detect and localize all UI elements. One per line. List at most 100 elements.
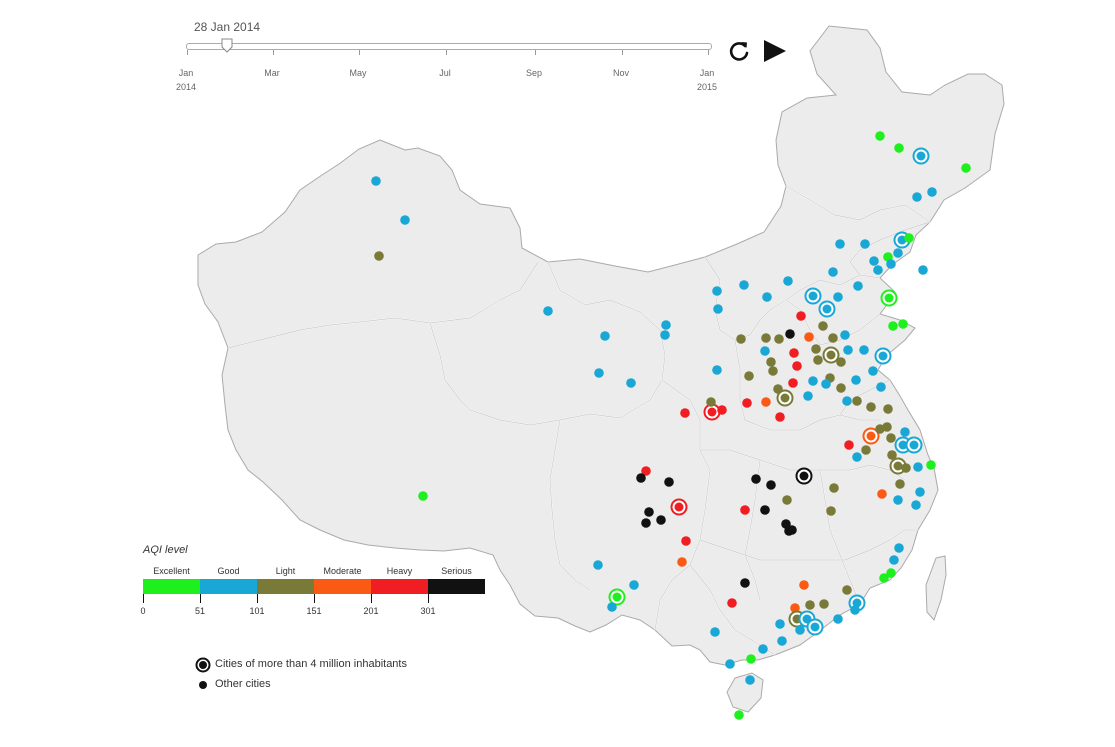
city-marker	[742, 398, 752, 408]
city-marker	[641, 466, 651, 476]
city-marker	[900, 427, 910, 437]
aqi-level-label: Good	[217, 566, 240, 576]
city-marker	[740, 505, 750, 515]
city-marker	[777, 636, 787, 646]
city-marker	[664, 477, 674, 487]
timeline-tick: Mar	[252, 66, 292, 80]
city-marker	[760, 346, 770, 356]
city-marker	[893, 495, 903, 505]
timeline-tick: Nov	[601, 66, 641, 80]
city-marker-large	[776, 389, 794, 407]
city-marker	[680, 408, 690, 418]
city-marker-large	[905, 436, 923, 454]
city-marker	[886, 433, 896, 443]
city-marker	[886, 568, 896, 578]
city-marker-large	[608, 588, 626, 606]
play-icon[interactable]	[763, 39, 787, 63]
city-marker	[740, 578, 750, 588]
city-marker	[710, 627, 720, 637]
legend-title: AQI level	[143, 544, 188, 556]
replay-icon[interactable]	[728, 40, 750, 62]
city-marker	[879, 573, 889, 583]
city-marker	[626, 378, 636, 388]
city-marker	[835, 239, 845, 249]
timeline-slider-handle[interactable]	[220, 38, 234, 54]
city-marker	[371, 176, 381, 186]
aqi-tick	[371, 594, 372, 603]
city-marker-large	[804, 287, 822, 305]
city-marker	[374, 251, 384, 261]
city-marker-large	[670, 498, 688, 516]
city-marker	[852, 396, 862, 406]
city-marker	[843, 345, 853, 355]
city-marker	[913, 462, 923, 472]
city-marker-large	[862, 427, 880, 445]
aqi-tick	[143, 594, 144, 603]
city-marker	[886, 259, 896, 269]
city-marker	[803, 391, 813, 401]
city-marker	[898, 319, 908, 329]
city-marker	[760, 505, 770, 515]
city-marker	[894, 143, 904, 153]
city-marker	[828, 267, 838, 277]
tick-mark	[446, 50, 447, 55]
city-marker	[833, 292, 843, 302]
city-marker	[775, 412, 785, 422]
city-marker	[813, 355, 823, 365]
legend-small-city-symbol	[199, 681, 207, 689]
city-marker	[795, 625, 805, 635]
city-marker	[712, 286, 722, 296]
city-marker	[859, 345, 869, 355]
city-marker	[766, 357, 776, 367]
aqi-threshold-label: 201	[363, 606, 379, 616]
city-marker	[866, 402, 876, 412]
city-marker	[883, 404, 893, 414]
city-marker	[882, 422, 892, 432]
aqi-level-label: Serious	[441, 566, 472, 576]
aqi-swatch-heavy	[371, 579, 428, 594]
city-marker	[826, 506, 836, 516]
tick-month: May	[349, 68, 367, 78]
city-marker-large	[874, 347, 892, 365]
city-marker	[819, 599, 829, 609]
city-marker	[818, 321, 828, 331]
city-marker-large	[806, 618, 824, 636]
timeline-track[interactable]	[186, 43, 712, 50]
city-marker	[543, 306, 553, 316]
tick-mark	[708, 50, 709, 55]
city-markers	[371, 131, 971, 720]
province-borders	[227, 185, 931, 656]
city-marker	[774, 334, 784, 344]
city-marker	[641, 518, 651, 528]
aqi-level-label: Excellent	[153, 566, 190, 576]
aqi-swatch-good	[200, 579, 257, 594]
city-marker	[773, 384, 783, 394]
city-marker	[727, 598, 737, 608]
city-marker	[844, 440, 854, 450]
city-marker	[852, 452, 862, 462]
tick-mark	[622, 50, 623, 55]
timeline-tick: May	[338, 66, 378, 80]
city-marker-large	[912, 147, 930, 165]
city-marker	[836, 383, 846, 393]
city-marker	[853, 281, 863, 291]
city-marker	[895, 479, 905, 489]
city-marker	[915, 487, 925, 497]
city-marker	[734, 710, 744, 720]
tick-year: 2014	[175, 82, 197, 92]
city-marker	[712, 365, 722, 375]
city-marker	[796, 311, 806, 321]
aqi-threshold-label: 101	[249, 606, 265, 616]
tick-month: Jan	[178, 68, 194, 78]
city-marker	[805, 600, 815, 610]
city-marker	[842, 396, 852, 406]
tick-month: Jan	[699, 68, 715, 78]
city-marker	[758, 644, 768, 654]
city-marker	[829, 483, 839, 493]
city-marker	[644, 507, 654, 517]
tick-month: Nov	[612, 68, 629, 78]
city-marker	[790, 603, 800, 613]
city-marker	[418, 491, 428, 501]
city-marker	[927, 187, 937, 197]
